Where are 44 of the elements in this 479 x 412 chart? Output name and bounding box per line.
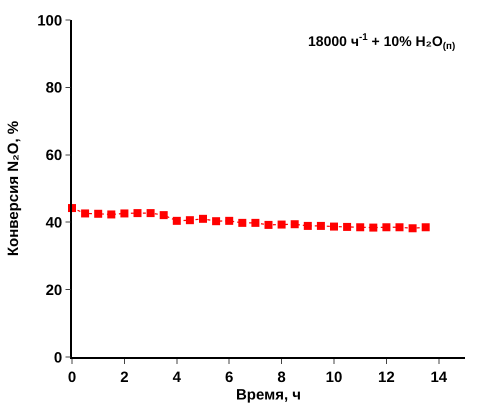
y-tick-label: 60 <box>46 147 62 164</box>
y-tick-label: 40 <box>46 214 62 232</box>
x-tick-label: 2 <box>120 368 129 386</box>
point <box>120 209 128 218</box>
point <box>251 218 260 227</box>
point <box>356 223 364 232</box>
x-tick-label: 6 <box>225 368 234 386</box>
point <box>369 224 378 232</box>
point <box>330 222 338 231</box>
point <box>422 223 430 232</box>
point <box>278 220 286 229</box>
point <box>408 224 417 232</box>
point <box>238 218 246 227</box>
point <box>343 222 352 231</box>
point <box>186 216 194 224</box>
text: 18000 ч$^{-1}$ + 10% H₂O$_{(п)}$ <box>308 32 456 52</box>
point <box>94 210 102 218</box>
point <box>146 209 155 218</box>
point <box>199 214 207 223</box>
x-tick-label: 0 <box>68 368 76 386</box>
point <box>396 223 404 232</box>
y-tick-label: 100 <box>37 12 62 30</box>
x-tick-label: 12 <box>378 368 395 386</box>
x-axis-title: Время, ч <box>236 386 302 404</box>
x-tick-label: 14 <box>430 368 448 386</box>
y-tick-label: 80 <box>46 80 62 97</box>
point <box>264 220 272 229</box>
x-tick-label: 4 <box>172 368 182 386</box>
point <box>382 223 390 232</box>
x-tick-label: 10 <box>326 368 342 386</box>
y-axis-title: Конверсия N₂O, % <box>4 120 22 256</box>
point <box>304 222 312 230</box>
y-tick-label: 20 <box>46 282 62 299</box>
point <box>107 210 116 218</box>
point <box>316 222 325 230</box>
x-tick-label: 8 <box>277 368 286 386</box>
point <box>212 217 220 226</box>
point <box>160 211 168 220</box>
point <box>81 209 90 218</box>
point <box>172 216 181 225</box>
point <box>290 220 299 228</box>
point <box>225 216 234 225</box>
point <box>134 209 142 218</box>
y-tick-label: 0 <box>54 349 62 366</box>
